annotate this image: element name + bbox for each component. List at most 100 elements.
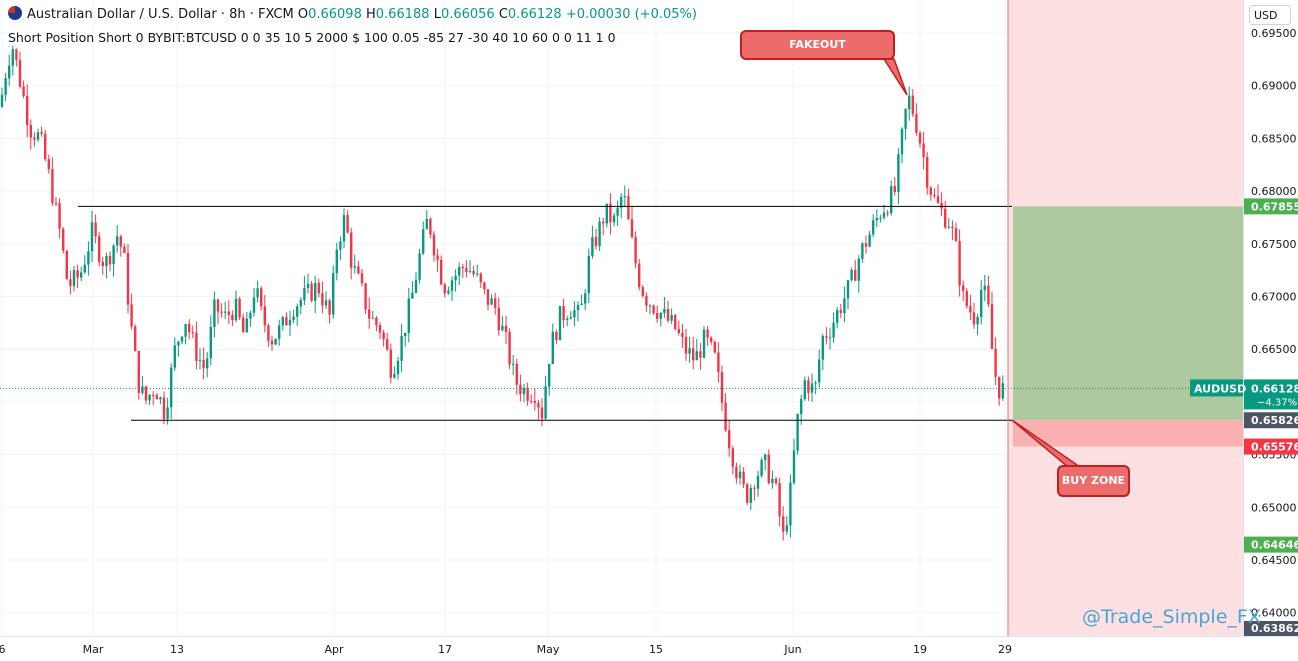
candle[interactable] — [944, 200, 947, 230]
candle[interactable] — [965, 288, 968, 309]
candle[interactable] — [778, 477, 781, 527]
candle[interactable] — [368, 297, 371, 329]
candle[interactable] — [40, 126, 43, 137]
candle[interactable] — [202, 347, 205, 380]
candle[interactable] — [148, 394, 151, 405]
candle[interactable] — [522, 383, 526, 403]
candle[interactable] — [321, 281, 324, 314]
candle[interactable] — [695, 338, 698, 361]
candle[interactable] — [407, 287, 410, 343]
candle[interactable] — [486, 289, 490, 311]
candle[interactable] — [947, 218, 950, 229]
candle[interactable] — [526, 382, 529, 406]
candle[interactable] — [461, 263, 464, 278]
candle[interactable] — [476, 264, 479, 277]
candle[interactable] — [144, 385, 148, 404]
candle[interactable] — [242, 313, 245, 333]
candle[interactable] — [735, 462, 738, 484]
candle[interactable] — [418, 248, 421, 284]
candle[interactable] — [760, 457, 763, 478]
candle[interactable] — [504, 315, 508, 344]
candle[interactable] — [94, 214, 97, 244]
candle[interactable] — [162, 391, 166, 425]
candle[interactable] — [832, 312, 835, 343]
candle[interactable] — [573, 301, 576, 327]
candle[interactable] — [400, 323, 403, 372]
candle[interactable] — [303, 276, 306, 305]
candle[interactable] — [530, 394, 533, 404]
candle[interactable] — [360, 268, 364, 287]
candle[interactable] — [616, 200, 619, 226]
candle[interactable] — [436, 248, 439, 272]
candle[interactable] — [918, 130, 922, 148]
candle[interactable] — [724, 393, 727, 433]
candle[interactable] — [195, 321, 198, 370]
candle[interactable] — [425, 209, 428, 230]
candle[interactable] — [893, 176, 896, 196]
candle[interactable] — [224, 301, 227, 320]
candle[interactable] — [184, 323, 187, 345]
candle[interactable] — [76, 264, 79, 289]
candle[interactable] — [882, 204, 886, 220]
candle[interactable] — [188, 319, 191, 340]
candle[interactable] — [393, 366, 396, 379]
candle[interactable] — [861, 242, 864, 263]
candle[interactable] — [512, 355, 515, 376]
candle[interactable] — [548, 363, 551, 396]
candle[interactable] — [641, 285, 644, 298]
candle[interactable] — [252, 288, 256, 317]
candle[interactable] — [684, 328, 688, 361]
candle[interactable] — [789, 474, 792, 538]
candle[interactable] — [825, 327, 828, 345]
candle[interactable] — [213, 291, 216, 338]
candle[interactable] — [414, 272, 418, 294]
candle[interactable] — [915, 103, 918, 136]
candle[interactable] — [155, 393, 158, 400]
candle[interactable] — [602, 217, 605, 236]
candle[interactable] — [238, 296, 241, 321]
candle[interactable] — [173, 337, 176, 372]
candle[interactable] — [987, 275, 990, 308]
candle[interactable] — [112, 244, 115, 277]
candle[interactable] — [292, 309, 295, 324]
candle[interactable] — [260, 285, 263, 311]
candle[interactable] — [742, 467, 745, 489]
candle[interactable] — [80, 266, 83, 281]
candle[interactable] — [558, 305, 562, 341]
candle[interactable] — [904, 108, 907, 140]
candle[interactable] — [875, 209, 878, 228]
candle[interactable] — [364, 282, 367, 315]
candle[interactable] — [756, 470, 760, 497]
candle[interactable] — [519, 374, 522, 402]
candle[interactable] — [346, 210, 349, 234]
candle[interactable] — [454, 269, 457, 292]
candle[interactable] — [659, 311, 662, 327]
symbol-legend[interactable]: Australian Dollar / U.S. Dollar · 8h · F… — [8, 6, 697, 22]
candle[interactable] — [83, 255, 86, 275]
candle[interactable] — [688, 336, 691, 363]
candle[interactable] — [666, 301, 670, 323]
candle[interactable] — [58, 198, 61, 239]
candle[interactable] — [317, 278, 320, 298]
candle[interactable] — [231, 310, 234, 327]
candle[interactable] — [980, 279, 983, 325]
candle[interactable] — [839, 303, 842, 319]
candle[interactable] — [767, 449, 770, 485]
candle[interactable] — [411, 281, 414, 299]
candle[interactable] — [515, 358, 518, 395]
candle[interactable] — [645, 292, 648, 312]
candle[interactable] — [299, 297, 302, 315]
candle[interactable] — [951, 220, 954, 241]
candle[interactable] — [220, 303, 223, 318]
candle[interactable] — [245, 312, 248, 333]
candle[interactable] — [51, 157, 54, 206]
candle[interactable] — [728, 419, 731, 457]
candle[interactable] — [810, 373, 814, 403]
candle[interactable] — [375, 315, 378, 332]
candle[interactable] — [22, 80, 25, 99]
candle[interactable] — [328, 298, 331, 324]
candle[interactable] — [69, 270, 72, 295]
candle[interactable] — [65, 249, 68, 280]
candle[interactable] — [540, 398, 544, 427]
